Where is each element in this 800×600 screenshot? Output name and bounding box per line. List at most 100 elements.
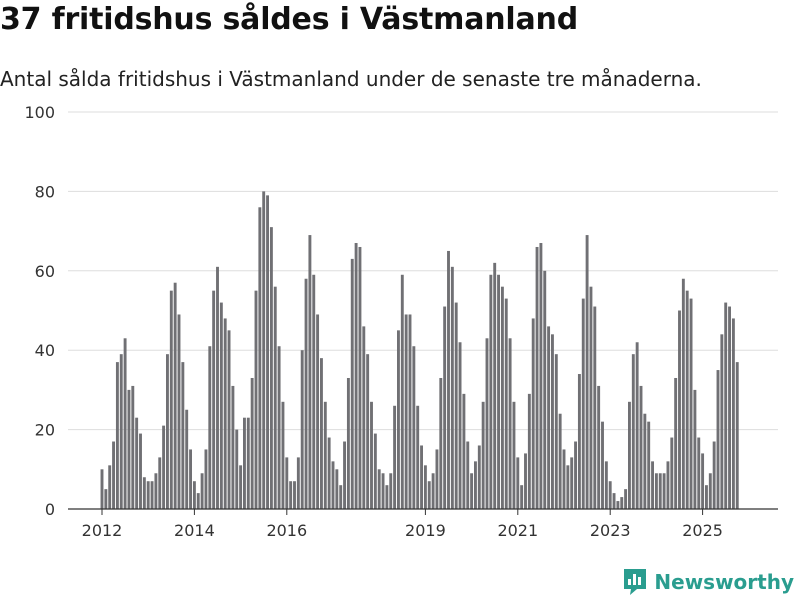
- x-tick-label: 2021: [497, 521, 538, 540]
- bar: [354, 243, 358, 509]
- y-tick-label: 20: [35, 421, 55, 440]
- bar: [254, 290, 258, 509]
- bar: [481, 401, 485, 509]
- bar: [243, 417, 246, 509]
- bar: [166, 354, 169, 509]
- bar: [146, 481, 150, 509]
- bar: [512, 401, 516, 509]
- bar: [516, 457, 520, 509]
- bar: [412, 346, 416, 509]
- bar: [558, 413, 562, 509]
- bar: [139, 433, 142, 509]
- bar: [735, 362, 739, 509]
- bar: [689, 298, 693, 509]
- bar: [493, 262, 497, 509]
- bar: [485, 338, 489, 509]
- bar: [497, 274, 500, 509]
- bar: [235, 429, 239, 509]
- bar: [389, 473, 393, 509]
- bar: [404, 314, 408, 509]
- bar: [427, 481, 431, 509]
- bar: [239, 465, 243, 509]
- bar: [639, 385, 643, 509]
- bar: [577, 374, 581, 509]
- bar: [250, 377, 254, 509]
- bar: [173, 282, 177, 509]
- brand-logo: Newsworthy: [623, 568, 794, 596]
- bar: [574, 441, 577, 509]
- bar: [527, 393, 531, 509]
- bar: [135, 417, 139, 509]
- bar: [435, 449, 439, 509]
- bar: [643, 413, 647, 509]
- bar: [219, 302, 223, 509]
- x-tick-label: 2012: [82, 521, 123, 540]
- bar: [154, 473, 158, 509]
- bar: [400, 274, 404, 509]
- bar: [524, 453, 527, 509]
- bar: [474, 461, 477, 509]
- bar: [458, 342, 462, 509]
- bar: [508, 338, 512, 509]
- bar: [581, 298, 585, 509]
- y-tick-label: 40: [35, 341, 55, 360]
- bar: [293, 481, 296, 509]
- bar: [589, 286, 593, 509]
- chart-subtitle: Antal sålda fritidshus i Västmanland und…: [0, 67, 702, 91]
- bar: [504, 298, 508, 509]
- bar: [543, 270, 547, 509]
- bar: [335, 469, 339, 509]
- bar: [601, 421, 604, 509]
- bar: [662, 473, 666, 509]
- x-tick-label: 2023: [590, 521, 631, 540]
- bar: [312, 274, 316, 509]
- bar: [612, 493, 616, 509]
- data-label-halo: 37: [736, 0, 755, 4]
- bar: [724, 302, 728, 509]
- bar: [520, 485, 524, 509]
- bar: [470, 473, 474, 509]
- bar: [443, 306, 447, 509]
- bar: [570, 457, 574, 509]
- bar: [705, 485, 708, 509]
- bar: [678, 310, 681, 509]
- bar: [431, 473, 435, 509]
- data-label-latest: 37: [736, 0, 755, 4]
- bar: [127, 389, 131, 509]
- bar: [200, 473, 204, 509]
- bar: [162, 425, 166, 509]
- x-tick-label: 2014: [174, 521, 215, 540]
- bar: [289, 481, 293, 509]
- bar: [115, 362, 119, 509]
- bar: [216, 266, 219, 509]
- bar: [158, 457, 162, 509]
- bar: [628, 401, 631, 509]
- bar: [123, 338, 127, 509]
- bar: [651, 461, 654, 509]
- bar: [296, 457, 300, 509]
- bar: [108, 465, 112, 509]
- bar: [693, 389, 697, 509]
- bar: [439, 377, 443, 509]
- bar: [262, 191, 266, 509]
- bar: [681, 278, 685, 509]
- bar: [189, 449, 192, 509]
- bar: [624, 489, 628, 509]
- bar: [142, 477, 146, 509]
- bar: [616, 501, 620, 509]
- bar: [350, 258, 354, 509]
- bar: [670, 437, 674, 509]
- bar: [489, 274, 493, 509]
- bar: [535, 246, 539, 510]
- bar: [223, 318, 227, 509]
- bar: [177, 314, 181, 509]
- bar: [566, 465, 570, 509]
- bar: [585, 235, 589, 509]
- bar: [370, 401, 373, 509]
- bar: [701, 453, 705, 509]
- bar: [416, 405, 420, 509]
- bar: [423, 465, 427, 509]
- x-tick-label: 2016: [266, 521, 307, 540]
- bar: [362, 326, 366, 509]
